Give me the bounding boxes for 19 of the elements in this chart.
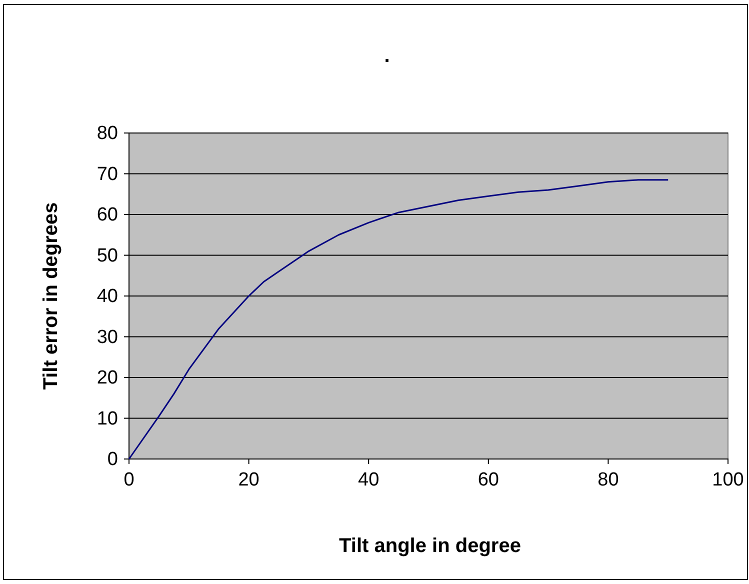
x-tick-label: 40 [358, 469, 380, 490]
y-tick-label: 50 [96, 245, 118, 266]
y-axis-title: Tilt error in degrees [40, 202, 62, 390]
x-tick-label: 100 [712, 469, 744, 490]
x-tick-label: 60 [478, 469, 499, 490]
x-tick-label: 80 [598, 469, 619, 490]
y-tick-label: 0 [107, 449, 118, 470]
x-tick-label: 0 [124, 469, 134, 490]
x-tick-label: 20 [238, 469, 260, 490]
y-tick-label: 20 [96, 368, 118, 389]
y-tick-label: 10 [96, 408, 118, 430]
y-tick-label: 30 [96, 326, 118, 348]
y-tick-label: 40 [96, 286, 118, 308]
y-tick-label: 60 [96, 204, 118, 226]
y-tick-label: 80 [96, 123, 118, 144]
y-tick-label: 70 [96, 164, 118, 185]
x-axis-title: Tilt angle in degree [339, 535, 521, 557]
chart-title: . [384, 45, 390, 67]
line-series [128, 179, 669, 460]
